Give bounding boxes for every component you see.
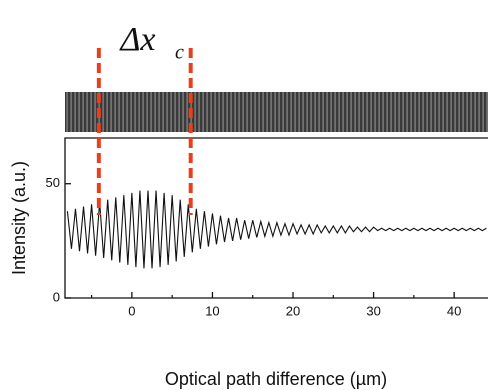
y-tick-label: 0 — [53, 289, 60, 304]
y-tick-label: 50 — [46, 175, 60, 190]
y-axis-label: Intensity (a.u.) — [9, 161, 29, 275]
x-tick-label: 20 — [286, 303, 300, 318]
x-tick-label: 0 — [128, 303, 135, 318]
annotation-subscript: c — [175, 42, 184, 64]
fringe-image — [65, 92, 488, 132]
x-axis-label: Optical path difference (µm) — [165, 369, 387, 389]
signal-line — [67, 191, 486, 269]
page: {"chart_data": {"type": "line", "annotat… — [0, 0, 488, 390]
x-tick-label: 30 — [366, 303, 380, 318]
axes-frame — [65, 138, 488, 298]
x-tick-label: 10 — [205, 303, 219, 318]
chart: Δx c Optical path difference (µm) Intens… — [0, 0, 488, 390]
x-tick-label: 40 — [447, 303, 461, 318]
annotation: Δx — [118, 21, 155, 58]
